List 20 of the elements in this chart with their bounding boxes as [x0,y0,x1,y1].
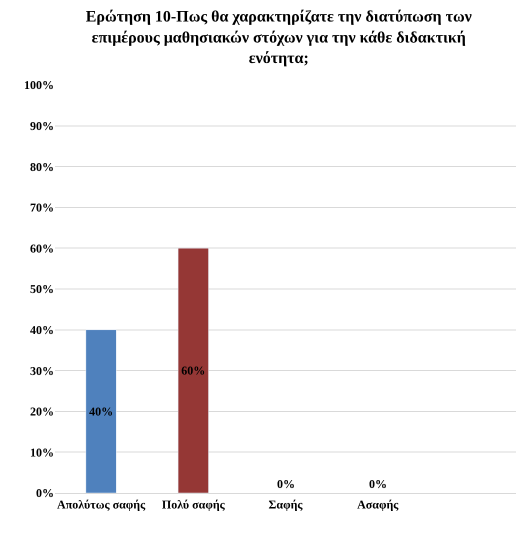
y-tick-label: 90% [30,119,54,133]
x-tick-label: Απολύτως σαφής [57,497,146,512]
y-tick-label: 30% [30,364,54,378]
x-tick-label: Ασαφής [357,497,400,512]
y-tick-label: 0% [36,486,54,500]
y-tick-label: 80% [30,160,54,174]
chart-title: Ερώτηση 10-Πως θα χαρακτηρίζατε την διατύπωση των επιμέρους μαθησιακών στόχων για την κάθε διδακτική ενότητα; [86,8,472,68]
y-tick-label: 10% [30,445,54,460]
data-label: 60% [181,364,206,378]
data-label: 0% [277,477,295,491]
y-tick-label: 100% [24,78,54,92]
data-label: 40% [89,404,114,418]
y-tick-label: 70% [30,200,54,215]
x-tick-label: Πολύ σαφής [162,497,226,512]
y-tick-label: 50% [30,282,54,296]
data-label: 0% [369,477,387,491]
y-tick-label: 20% [30,404,54,419]
x-tick-label: Σαφής [268,497,304,512]
y-tick-label: 60% [30,241,54,256]
y-tick-label: 40% [30,323,54,337]
